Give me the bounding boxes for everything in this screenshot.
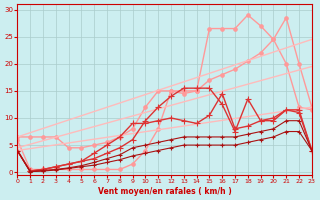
X-axis label: Vent moyen/en rafales ( km/h ): Vent moyen/en rafales ( km/h ) xyxy=(98,187,231,196)
